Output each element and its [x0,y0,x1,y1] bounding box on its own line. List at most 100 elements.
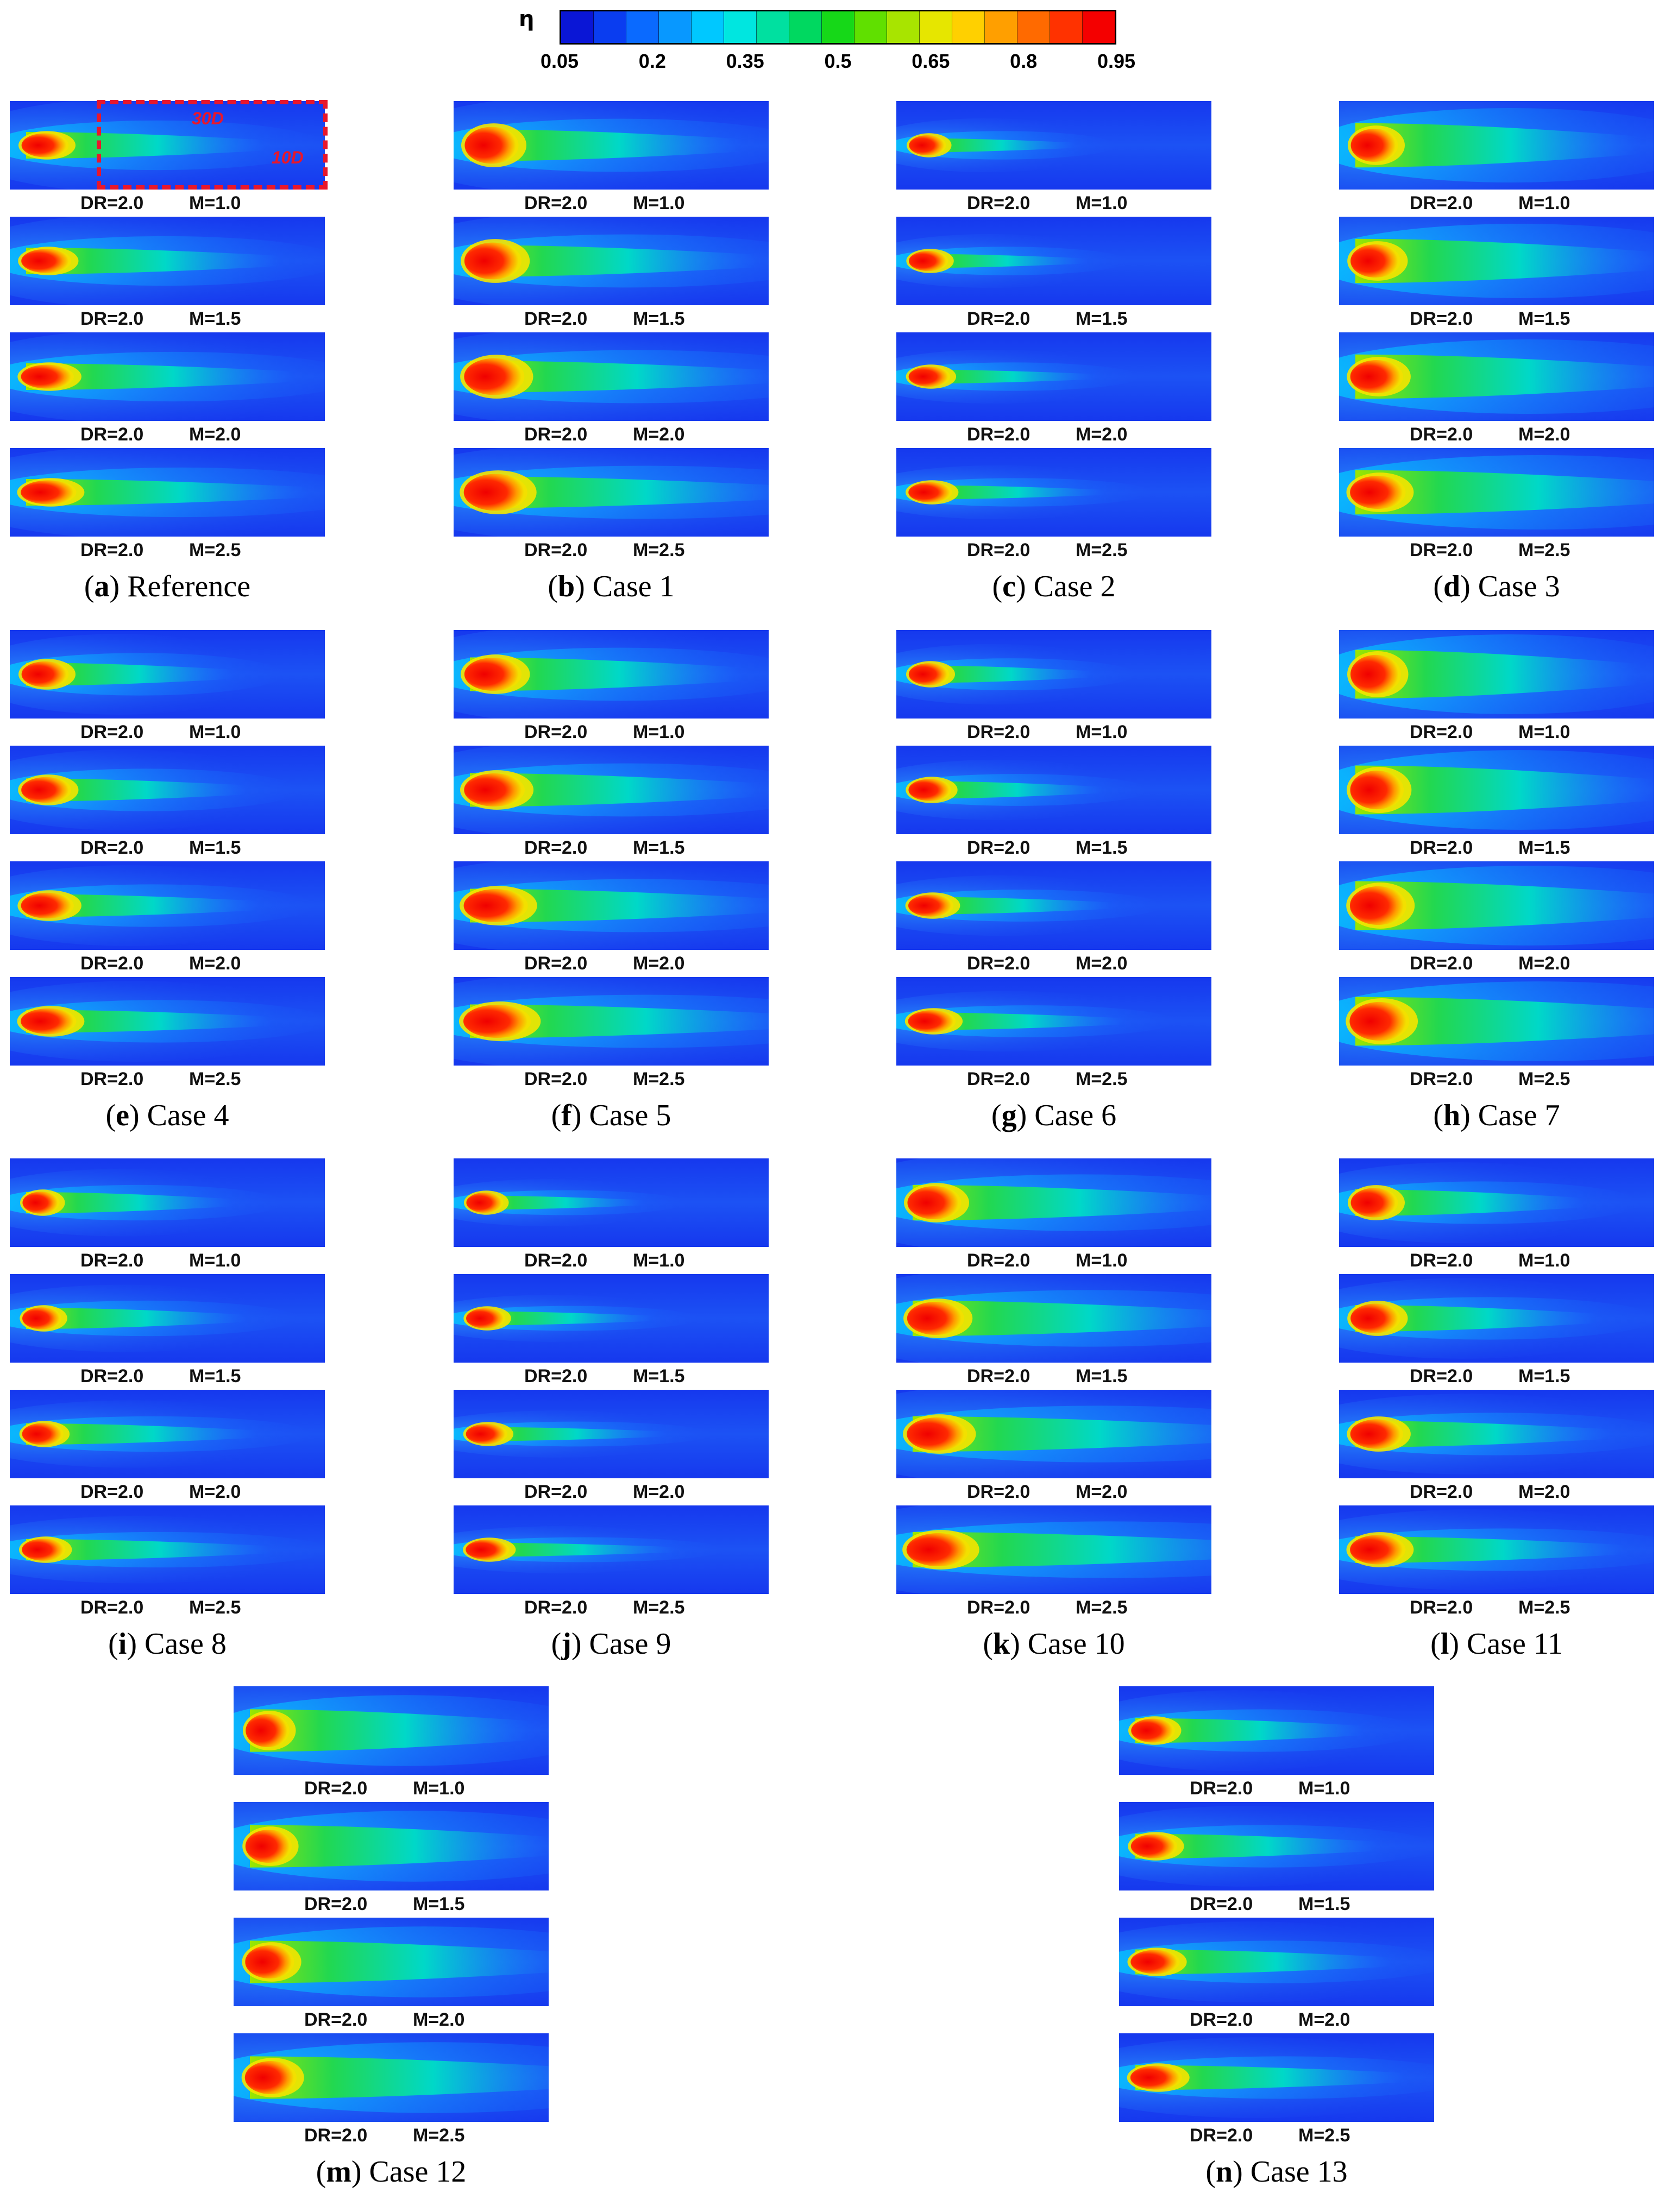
contour-plot [454,1158,769,1247]
blowing-ratio-label: M=2.0 [189,1482,241,1502]
density-ratio-label: DR=2.0 [80,540,144,560]
density-ratio-label: DR=2.0 [524,1250,588,1271]
contour-plot [1339,977,1654,1066]
density-ratio-label: DR=2.0 [967,1069,1031,1089]
blowing-ratio-label: M=2.0 [1518,424,1570,445]
panel-caption: (j) Case 9 [551,1627,671,1661]
density-ratio-label: DR=2.0 [1410,1482,1473,1502]
blowing-ratio-label: M=2.0 [633,1482,685,1502]
contour-plot [454,1505,769,1594]
contour-label: DR=2.0 M=2.5 [454,1066,769,1092]
contour-label: DR=2.0 M=2.0 [454,421,769,447]
contour-label: DR=2.0 M=2.5 [454,1594,769,1620]
density-ratio-label: DR=2.0 [1410,424,1473,445]
blowing-ratio-label: M=2.0 [189,953,241,974]
density-ratio-label: DR=2.0 [80,1250,144,1271]
density-ratio-label: DR=2.0 [967,1482,1031,1502]
panel-caption: (e) Case 4 [105,1099,229,1132]
contour-plot [896,1158,1211,1247]
contour-label: DR=2.0 M=2.5 [1339,1066,1654,1092]
region-length-label: 30D [192,109,224,128]
panel-title: Case 5 [589,1099,671,1132]
blowing-ratio-label: M=2.0 [1076,1482,1128,1502]
density-ratio-label: DR=2.0 [967,837,1031,858]
blowing-ratio-label: M=1.0 [189,193,241,213]
density-ratio-label: DR=2.0 [1190,1778,1253,1799]
contour-label: DR=2.0 M=1.0 [896,719,1211,745]
density-ratio-label: DR=2.0 [967,540,1031,560]
contour-label: DR=2.0 M=2.0 [1339,421,1654,447]
density-ratio-label: DR=2.0 [304,2125,368,2146]
colorbar [560,10,1116,45]
contour-label: DR=2.0 M=2.5 [896,537,1211,563]
blowing-ratio-label: M=2.5 [1076,540,1128,560]
colorbar-swatch [626,11,659,43]
density-ratio-label: DR=2.0 [524,424,588,445]
contour-plot [454,332,769,421]
colorbar-swatch [920,11,952,43]
contour-plot [10,217,325,305]
blowing-ratio-label: M=1.0 [1298,1778,1350,1799]
panel-title: Case 6 [1034,1099,1117,1132]
density-ratio-label: DR=2.0 [524,722,588,742]
blowing-ratio-label: M=1.0 [189,722,241,742]
contour-plot [454,977,769,1066]
contour-label: DR=2.0 M=2.0 [10,421,325,447]
blowing-ratio-label: M=1.0 [1518,722,1570,742]
blowing-ratio-label: M=1.0 [1076,193,1128,213]
contour-plot [10,977,325,1066]
contour-plot [1339,448,1654,537]
contour-plot [234,2033,549,2122]
contour-label: DR=2.0 M=1.5 [1339,305,1654,331]
density-ratio-label: DR=2.0 [1410,953,1473,974]
colorbar-tick-label: 0.2 [638,50,666,72]
contour-label: DR=2.0 M=2.0 [896,1478,1211,1504]
panel-caption: (d) Case 3 [1433,570,1560,603]
panel-title: Case 12 [369,2155,467,2189]
contour-plot [896,630,1211,719]
blowing-ratio-label: M=1.5 [1518,1366,1570,1387]
density-ratio-label: DR=2.0 [1410,837,1473,858]
panel-title: Case 9 [589,1627,671,1661]
density-ratio-label: DR=2.0 [524,1366,588,1387]
contour-plot [896,217,1211,305]
contour-label: DR=2.0 M=1.5 [454,305,769,331]
blowing-ratio-label: M=1.0 [633,193,685,213]
contour-label: DR=2.0 M=2.0 [454,1478,769,1504]
density-ratio-label: DR=2.0 [1410,1597,1473,1618]
blowing-ratio-label: M=1.5 [1076,1366,1128,1387]
blowing-ratio-label: M=2.0 [633,424,685,445]
blowing-ratio-label: M=1.5 [633,308,685,329]
contour-plot [10,1390,325,1478]
blowing-ratio-label: M=1.5 [1076,308,1128,329]
panel-caption: (h) Case 7 [1433,1099,1560,1132]
contour-plot [896,861,1211,950]
blowing-ratio-label: M=2.5 [1518,1069,1570,1089]
blowing-ratio-label: M=2.5 [633,1597,685,1618]
contour-label: DR=2.0 M=2.5 [10,1594,325,1620]
blowing-ratio-label: M=2.5 [633,540,685,560]
colorbar-swatch [757,11,789,43]
contour-plot [896,977,1211,1066]
density-ratio-label: DR=2.0 [80,308,144,329]
contour-plot [1339,861,1654,950]
panel-title: Case 2 [1033,570,1116,603]
contour-plot [896,1274,1211,1363]
panel-title: Case 11 [1467,1627,1563,1661]
blowing-ratio-label: M=2.5 [1518,1597,1570,1618]
contour-label: DR=2.0 M=2.5 [10,537,325,563]
contour-plot [1339,1505,1654,1594]
colorbar-swatch [1017,11,1050,43]
contour-plot [10,101,325,190]
panel-title: Case 3 [1478,570,1560,603]
colorbar-swatch [1050,11,1083,43]
panel-caption: (m) Case 12 [316,2155,467,2189]
panel-letter: b [557,570,575,603]
panel-title: Case 4 [147,1099,229,1132]
contour-plot [1339,630,1654,719]
panel-letter: l [1440,1627,1449,1661]
contour-label: DR=2.0 M=1.0 [10,719,325,745]
density-ratio-label: DR=2.0 [1190,2125,1253,2146]
contour-plot [1339,746,1654,834]
